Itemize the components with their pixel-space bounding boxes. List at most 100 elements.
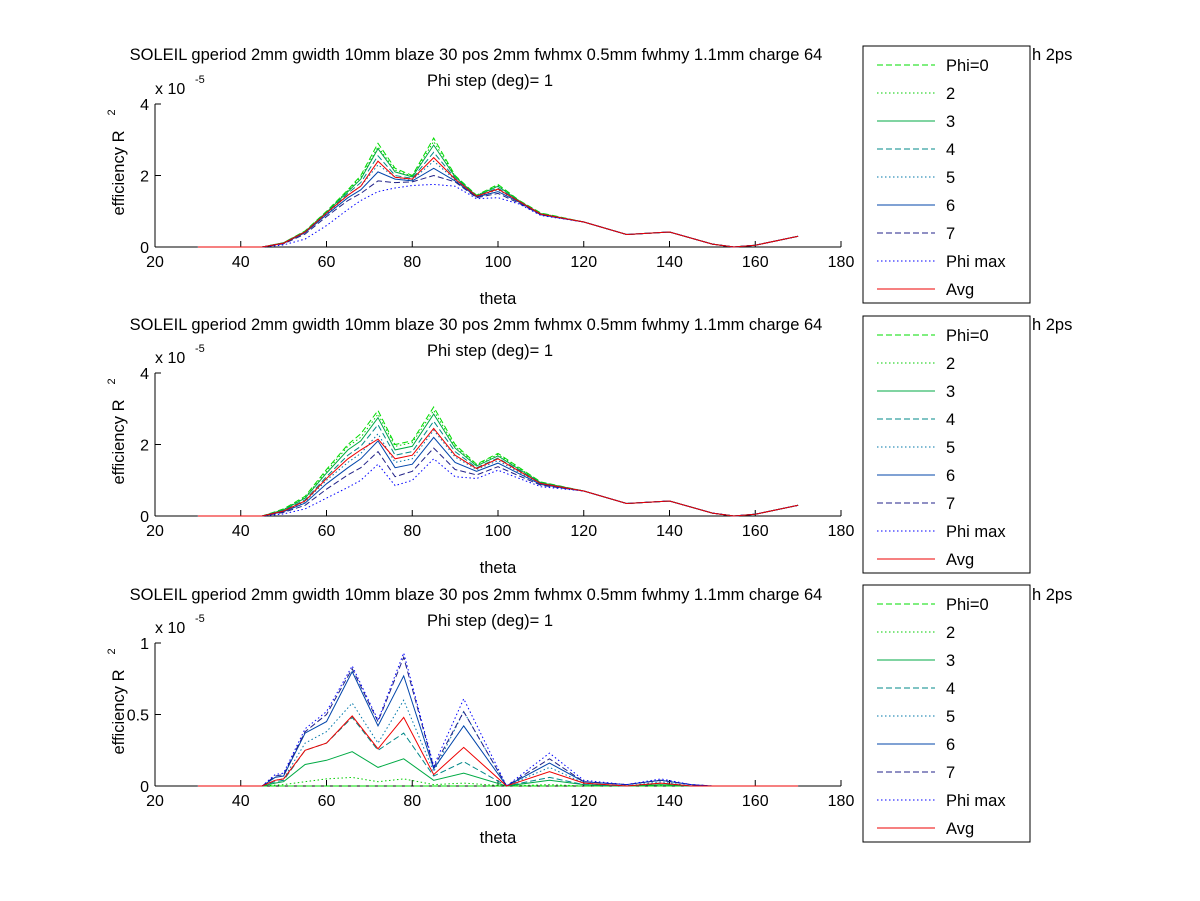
series-line-6	[197, 436, 799, 517]
series-line-3	[197, 144, 799, 248]
y-exponent-base: x 10	[155, 620, 185, 637]
chart-title-tail: h 2ps	[1032, 586, 1072, 604]
x-tick-label: 40	[232, 523, 250, 540]
series-line-9	[197, 427, 799, 517]
subplot-2: SOLEIL gperiod 2mm gwidth 10mm blaze 30 …	[106, 315, 1072, 577]
legend-box	[862, 45, 1031, 304]
legend-box	[862, 315, 1031, 574]
legend-label: Phi max	[946, 253, 1006, 271]
x-tick-label: 120	[570, 254, 597, 271]
series-line-8	[197, 183, 799, 248]
legend-label: 5	[946, 169, 955, 187]
y-axis-label: efficiency R	[110, 130, 128, 215]
y-axis-label: efficiency R	[110, 399, 128, 484]
legend-label: Phi=0	[946, 596, 989, 614]
y-exponent-power: -5	[195, 343, 205, 355]
legend-label: 3	[946, 652, 955, 670]
series-line-4	[197, 716, 799, 787]
x-tick-label: 40	[232, 793, 250, 810]
subplot-3: SOLEIL gperiod 2mm gwidth 10mm blaze 30 …	[106, 584, 1072, 847]
y-tick-label: 2	[140, 169, 149, 186]
y-tick-label: 0	[140, 240, 149, 257]
x-tick-label: 100	[485, 793, 512, 810]
series-line-9	[197, 156, 799, 248]
legend-label: Phi=0	[946, 57, 989, 75]
x-tick-label: 100	[485, 254, 512, 271]
y-tick-label: 0	[140, 779, 149, 796]
legend-label: 5	[946, 708, 955, 726]
series-line-3	[197, 413, 799, 517]
legend-label: Phi max	[946, 523, 1006, 541]
series-line-4	[197, 420, 799, 517]
y-axis-label-sup: 2	[106, 648, 118, 654]
series-line-1	[197, 136, 799, 248]
legend-label: 2	[946, 624, 955, 642]
x-tick-label: 140	[656, 254, 683, 271]
chart-subtitle: Phi step (deg)= 1	[427, 72, 553, 90]
x-tick-label: 160	[742, 254, 769, 271]
chart-subtitle: Phi step (deg)= 1	[427, 342, 553, 360]
legend-label: 7	[946, 225, 955, 243]
x-tick-label: 160	[742, 793, 769, 810]
series-line-2	[197, 409, 799, 517]
x-tick-label: 60	[318, 793, 336, 810]
legend-label: Avg	[946, 551, 974, 569]
chart-title: SOLEIL gperiod 2mm gwidth 10mm blaze 30 …	[130, 46, 823, 64]
series-line-4	[197, 151, 799, 248]
x-tick-label: 180	[828, 254, 855, 271]
x-tick-label: 60	[318, 523, 336, 540]
legend-label: 4	[946, 141, 955, 159]
y-axis-label-sup: 2	[106, 378, 118, 384]
y-tick-label: 0	[140, 509, 149, 526]
chart-subtitle: Phi step (deg)= 1	[427, 612, 553, 630]
y-axis-label-sup: 2	[106, 109, 118, 115]
series-line-6	[197, 670, 799, 787]
legend: Phi=0 2 3 4 5 6 7 Phi max Avg	[862, 315, 1031, 574]
legend-label: 6	[946, 197, 955, 215]
legend-label: 6	[946, 467, 955, 485]
legend: Phi=0 2 3 4 5 6 7 Phi max Avg	[862, 584, 1031, 843]
legend-label: 4	[946, 411, 955, 429]
y-exponent-base: x 10	[155, 350, 185, 367]
series-line-6	[197, 167, 799, 248]
series-line-9	[197, 715, 799, 787]
y-tick-label: 4	[140, 97, 149, 114]
y-tick-label: 2	[140, 438, 149, 455]
x-axis-label: theta	[480, 829, 518, 847]
x-tick-label: 160	[742, 523, 769, 540]
series-line-7	[197, 447, 799, 517]
legend-label: 5	[946, 439, 955, 457]
series-line-5	[197, 160, 799, 248]
x-tick-label: 180	[828, 523, 855, 540]
chart-title-tail: h 2ps	[1032, 46, 1072, 64]
x-axis-label: theta	[480, 290, 518, 308]
y-tick-label: 1	[140, 636, 149, 653]
legend-label: 6	[946, 736, 955, 754]
x-tick-label: 100	[485, 523, 512, 540]
legend-label: Avg	[946, 820, 974, 838]
legend-label: Phi=0	[946, 327, 989, 345]
x-tick-label: 140	[656, 523, 683, 540]
series-line-2	[197, 776, 799, 787]
series-line-7	[197, 655, 799, 787]
legend-label: Phi max	[946, 792, 1006, 810]
legend-label: 3	[946, 113, 955, 131]
legend-label: 4	[946, 680, 955, 698]
y-exponent-power: -5	[195, 74, 205, 86]
y-axis-label: efficiency R	[110, 669, 128, 754]
x-tick-label: 80	[403, 793, 421, 810]
x-tick-label: 120	[570, 523, 597, 540]
legend-label: 7	[946, 764, 955, 782]
legend-label: 7	[946, 495, 955, 513]
x-tick-label: 20	[146, 793, 164, 810]
legend-label: 2	[946, 85, 955, 103]
x-axis-label: theta	[480, 559, 518, 577]
x-tick-label: 20	[146, 254, 164, 271]
legend-label: 2	[946, 355, 955, 373]
legend-label: 3	[946, 383, 955, 401]
series-line-7	[197, 174, 799, 248]
x-tick-label: 80	[403, 254, 421, 271]
subplot-1: SOLEIL gperiod 2mm gwidth 10mm blaze 30 …	[106, 45, 1072, 308]
y-tick-label: 0.5	[127, 708, 149, 725]
